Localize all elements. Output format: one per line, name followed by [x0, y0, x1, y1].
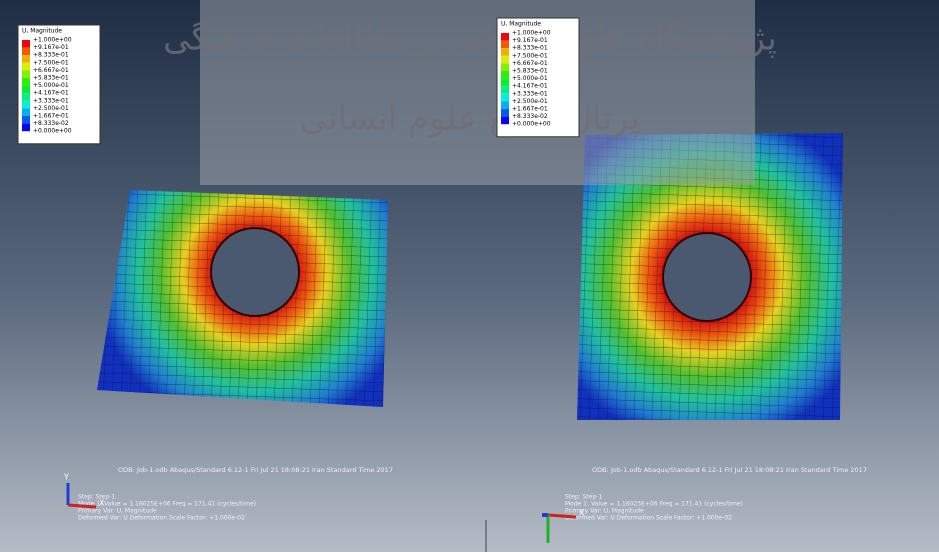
legend-swatch	[22, 116, 30, 124]
watermark-text: پرتال جامع علوم انسانی	[300, 99, 640, 139]
step-info: Deformed Var: U Deformation Scale Factor…	[565, 515, 732, 522]
legend-swatch	[22, 85, 30, 94]
legend-label: +8.333e-01	[33, 52, 69, 59]
legend-swatch	[22, 123, 30, 132]
legend-label: +9.167e-01	[512, 37, 548, 44]
legend-label: +2.500e-01	[512, 98, 548, 105]
triad-label: Y	[63, 473, 69, 482]
legend-label: +3.333e-01	[33, 97, 69, 104]
legend-label: +1.667e-01	[33, 113, 69, 120]
legend-swatch	[501, 109, 509, 117]
legend-label: +6.667e-01	[512, 60, 548, 67]
legend-swatch	[501, 48, 509, 56]
legend-label: +5.000e-01	[512, 75, 548, 82]
triad-label: X	[579, 509, 585, 518]
legend-label: +3.333e-01	[512, 90, 548, 97]
triad-axis	[67, 503, 97, 509]
triad-label: X	[99, 499, 105, 508]
legend-box	[17, 24, 101, 145]
step-info: Mode 1: Value = 1.16025E+06 Freq = 171.4…	[565, 501, 743, 508]
legend-label: +1.667e-01	[512, 106, 548, 113]
legend-label: +2.500e-01	[33, 105, 69, 112]
legend-title: U, Magnitude	[22, 28, 62, 35]
legend-swatch	[22, 47, 30, 56]
legend-swatch	[501, 40, 509, 49]
hole	[210, 227, 300, 317]
legend-swatch	[501, 33, 509, 41]
legend-title: U, Magnitude	[501, 21, 541, 28]
legend-swatch	[22, 93, 30, 101]
legend-swatch	[22, 62, 30, 71]
hole	[662, 232, 752, 322]
legend-label: +4.167e-01	[33, 90, 69, 97]
legend-swatch	[22, 108, 30, 116]
legend-swatch	[501, 86, 509, 94]
legend-swatch	[22, 55, 30, 63]
step-info: Step: Step-1	[565, 494, 602, 501]
legend-label: +9.167e-01	[33, 44, 69, 51]
legend-swatch	[22, 70, 30, 78]
legend-label: +4.167e-01	[512, 83, 548, 90]
watermark-text: پژوهشگاه علوم انسانی و مطالعات فرهنگی	[163, 19, 777, 59]
legend-label: +1.000e+00	[512, 30, 551, 37]
legend-swatch	[22, 100, 30, 109]
legend-label: +0.000e+00	[33, 128, 72, 135]
triad-axis	[547, 513, 577, 519]
legend-label: +6.667e-01	[33, 67, 69, 74]
legend-swatch	[501, 71, 509, 79]
legend-label: +8.333e-02	[512, 113, 548, 120]
legend-label: +7.500e-01	[33, 59, 69, 66]
legend-swatch	[501, 116, 509, 125]
legend-label: +1.000e+00	[33, 37, 72, 44]
watermark-box	[200, 0, 755, 185]
legend-swatch	[501, 101, 509, 109]
legend-swatch	[22, 40, 30, 48]
legend-swatch	[501, 63, 509, 71]
legend-swatch	[501, 55, 509, 64]
legend-label: +8.333e-02	[33, 120, 69, 127]
legend-label: +5.833e-01	[512, 68, 548, 75]
legend-swatch	[22, 78, 30, 86]
legend-label: +5.000e-01	[33, 82, 69, 89]
legend-swatch	[501, 78, 509, 87]
odb-info: ODB: Job-1.odb Abaqus/Standard 6.12-1 Fr…	[118, 466, 393, 474]
legend-swatch	[501, 93, 509, 102]
step-info: Primary Var: U, Magnitude	[565, 508, 644, 515]
legend-label: +0.000e+00	[512, 121, 551, 128]
step-info: Step: Step-1	[78, 494, 115, 501]
legend-label: +7.500e-01	[512, 52, 548, 59]
legend-label: +5.833e-01	[33, 75, 69, 82]
legend-box	[496, 17, 580, 138]
step-info: Deformed Var: U Deformation Scale Factor…	[78, 515, 245, 522]
odb-info: ODB: Job-1.odb Abaqus/Standard 6.12-1 Fr…	[592, 466, 867, 474]
legend-label: +8.333e-01	[512, 45, 548, 52]
step-info: Mode 1: Value = 1.16025E+06 Freq = 171.4…	[78, 501, 256, 508]
step-info: Primary Var: U, Magnitude	[78, 508, 157, 515]
